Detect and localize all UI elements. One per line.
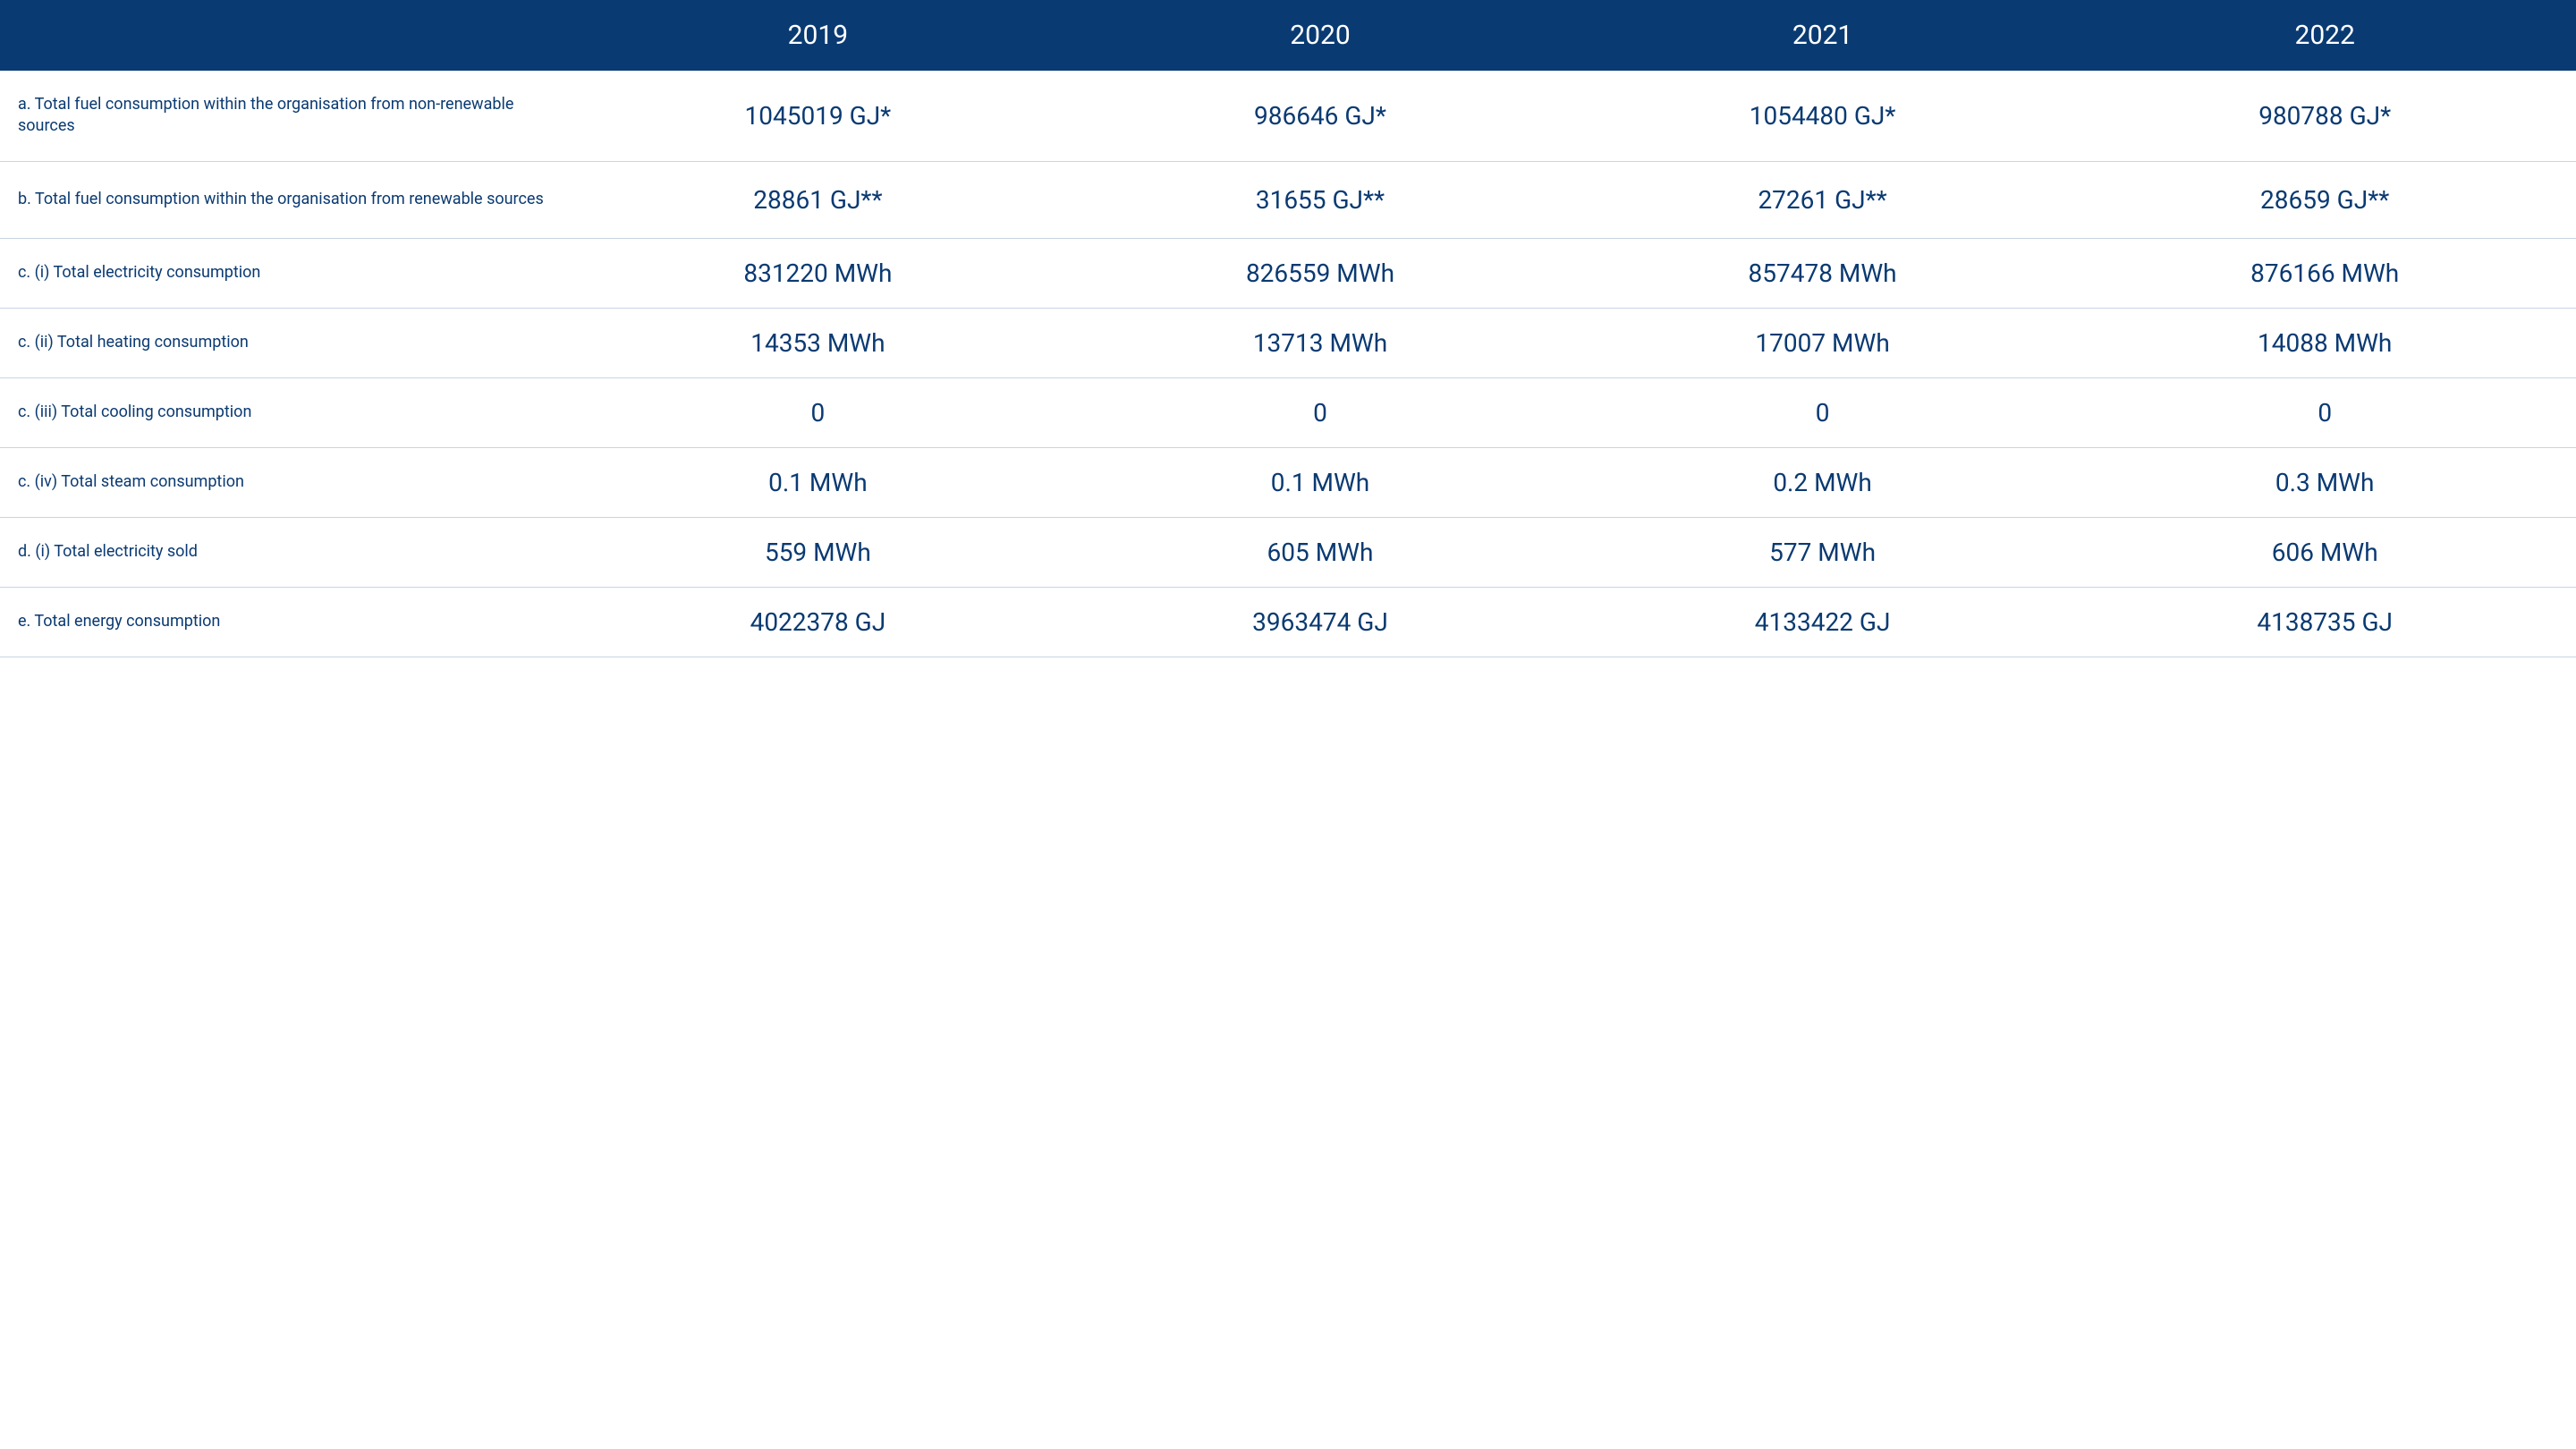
data-cell: 0: [2073, 377, 2576, 447]
data-cell: 31655 GJ**: [1069, 161, 1572, 238]
data-cell: 0.1 MWh: [567, 447, 1070, 517]
data-cell: 4022378 GJ: [567, 587, 1070, 657]
energy-consumption-table: 2019 2020 2021 2022 a. Total fuel consum…: [0, 0, 2576, 657]
table-row: e. Total energy consumption 4022378 GJ 3…: [0, 587, 2576, 657]
data-cell: 876166 MWh: [2073, 238, 2576, 308]
header-blank: [0, 0, 567, 71]
data-cell: 1045019 GJ*: [567, 71, 1070, 161]
data-cell: 980788 GJ*: [2073, 71, 2576, 161]
table-header: 2019 2020 2021 2022: [0, 0, 2576, 71]
header-year-2021: 2021: [1572, 0, 2074, 71]
table-row: b. Total fuel consumption within the org…: [0, 161, 2576, 238]
data-cell: 28861 GJ**: [567, 161, 1070, 238]
row-label: a. Total fuel consumption within the org…: [0, 71, 567, 161]
header-year-2020: 2020: [1069, 0, 1572, 71]
data-cell: 605 MWh: [1069, 517, 1572, 587]
table-row: c. (i) Total electricity consumption 831…: [0, 238, 2576, 308]
header-year-2019: 2019: [567, 0, 1070, 71]
data-cell: 826559 MWh: [1069, 238, 1572, 308]
data-cell: 606 MWh: [2073, 517, 2576, 587]
data-cell: 4138735 GJ: [2073, 587, 2576, 657]
row-label: c. (ii) Total heating consumption: [0, 308, 567, 377]
table-row: a. Total fuel consumption within the org…: [0, 71, 2576, 161]
data-cell: 0: [567, 377, 1070, 447]
row-label: d. (i) Total electricity sold: [0, 517, 567, 587]
header-year-2022: 2022: [2073, 0, 2576, 71]
row-label: c. (iv) Total steam consumption: [0, 447, 567, 517]
row-label: b. Total fuel consumption within the org…: [0, 161, 567, 238]
table-body: a. Total fuel consumption within the org…: [0, 71, 2576, 657]
header-row: 2019 2020 2021 2022: [0, 0, 2576, 71]
data-cell: 0.2 MWh: [1572, 447, 2074, 517]
data-cell: 28659 GJ**: [2073, 161, 2576, 238]
row-label: e. Total energy consumption: [0, 587, 567, 657]
data-cell: 14088 MWh: [2073, 308, 2576, 377]
data-cell: 0: [1069, 377, 1572, 447]
data-cell: 0: [1572, 377, 2074, 447]
data-cell: 0.1 MWh: [1069, 447, 1572, 517]
data-cell: 986646 GJ*: [1069, 71, 1572, 161]
data-cell: 27261 GJ**: [1572, 161, 2074, 238]
row-label: c. (iii) Total cooling consumption: [0, 377, 567, 447]
table-row: c. (iv) Total steam consumption 0.1 MWh …: [0, 447, 2576, 517]
data-cell: 559 MWh: [567, 517, 1070, 587]
data-cell: 17007 MWh: [1572, 308, 2074, 377]
data-cell: 14353 MWh: [567, 308, 1070, 377]
data-cell: 4133422 GJ: [1572, 587, 2074, 657]
data-cell: 1054480 GJ*: [1572, 71, 2074, 161]
data-cell: 831220 MWh: [567, 238, 1070, 308]
table-row: d. (i) Total electricity sold 559 MWh 60…: [0, 517, 2576, 587]
data-cell: 577 MWh: [1572, 517, 2074, 587]
data-cell: 3963474 GJ: [1069, 587, 1572, 657]
data-table: 2019 2020 2021 2022 a. Total fuel consum…: [0, 0, 2576, 657]
row-label: c. (i) Total electricity consumption: [0, 238, 567, 308]
table-row: c. (iii) Total cooling consumption 0 0 0…: [0, 377, 2576, 447]
data-cell: 13713 MWh: [1069, 308, 1572, 377]
table-row: c. (ii) Total heating consumption 14353 …: [0, 308, 2576, 377]
data-cell: 857478 MWh: [1572, 238, 2074, 308]
data-cell: 0.3 MWh: [2073, 447, 2576, 517]
